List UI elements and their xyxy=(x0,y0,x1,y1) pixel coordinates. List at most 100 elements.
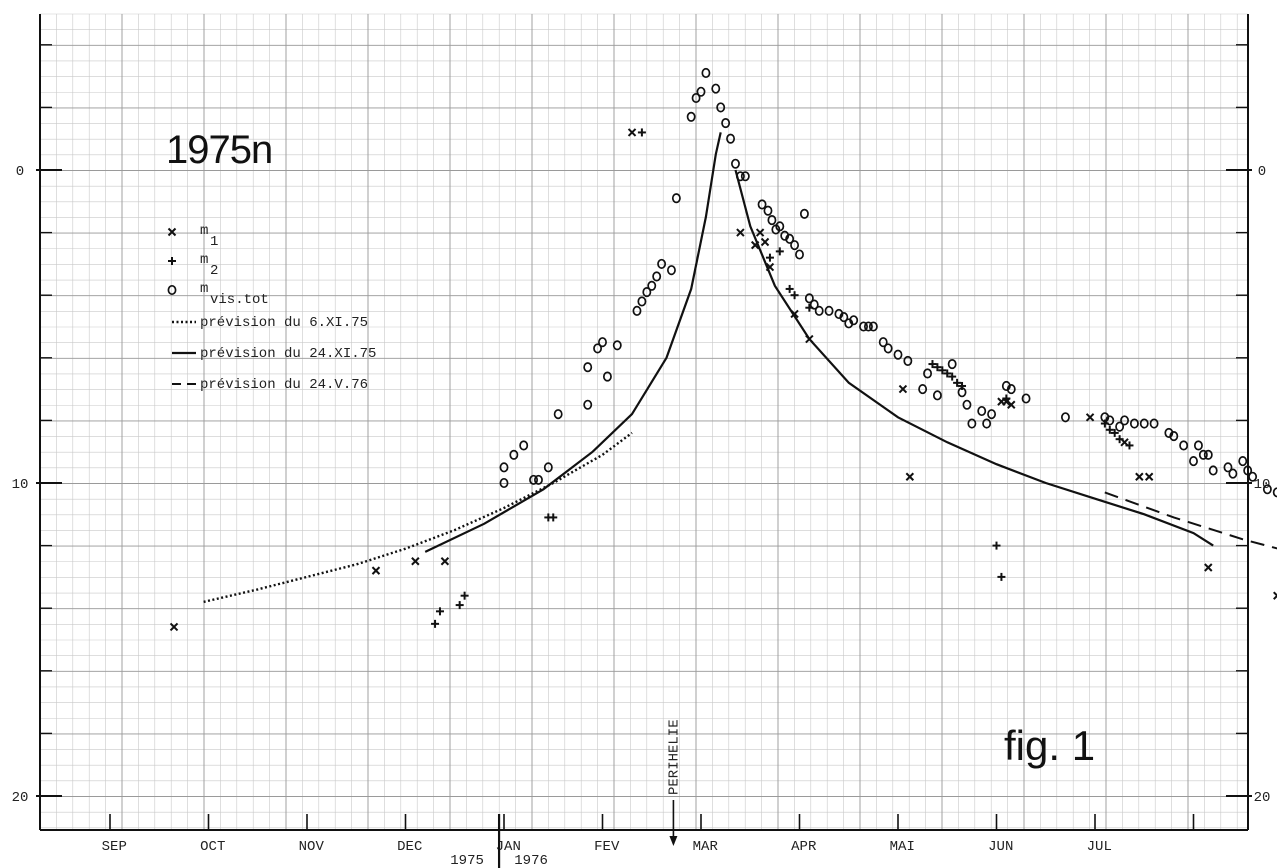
legend-label: m xyxy=(200,252,208,268)
point-cross xyxy=(371,566,381,575)
point-cross xyxy=(1007,400,1016,409)
x-month-label: DEC xyxy=(397,839,422,855)
legend-line-label: prévision du 24.XI.75 xyxy=(200,346,376,362)
figure-label: fig. 1 xyxy=(1004,722,1096,769)
point-cross xyxy=(805,334,814,344)
x-month-label: JUN xyxy=(988,839,1013,855)
point-plus xyxy=(549,513,558,522)
year-label-1976: 1976 xyxy=(514,853,548,868)
point-circle xyxy=(957,387,967,398)
point-circle xyxy=(790,240,800,251)
prediction-curve-dotted xyxy=(203,431,633,604)
x-month-label: SEP xyxy=(102,839,127,855)
point-circle xyxy=(824,305,834,316)
legend-marker-plus xyxy=(168,257,176,265)
point-circle xyxy=(1238,456,1248,467)
legend-label-sub: vis.tot xyxy=(210,292,269,308)
point-circle xyxy=(657,258,667,269)
point-circle xyxy=(691,92,701,104)
point-cross xyxy=(750,240,760,250)
legend-line-label: prévision du 6.XI.75 xyxy=(200,315,368,331)
y-ticks: 0 0 10 10 20 20 xyxy=(12,44,1271,806)
point-circle xyxy=(701,67,711,79)
point-circle xyxy=(1243,465,1253,476)
chart-grid xyxy=(39,13,1248,830)
point-circle xyxy=(1169,430,1179,442)
point-circle xyxy=(583,399,593,410)
point-cross xyxy=(898,384,908,394)
point-plus xyxy=(938,366,947,375)
chart-axes xyxy=(39,14,1249,831)
x-month-label: JUL xyxy=(1087,839,1112,855)
point-circle xyxy=(799,208,809,219)
point-circle xyxy=(711,83,721,94)
point-circle xyxy=(642,287,652,298)
point-circle xyxy=(923,368,933,379)
point-circle xyxy=(849,315,859,326)
point-circle xyxy=(1115,421,1125,432)
point-circle xyxy=(883,343,893,354)
x-month-label: JAN xyxy=(496,839,521,855)
x-month-label: MAR xyxy=(693,839,719,855)
y-tick-label: 20 xyxy=(1254,790,1271,806)
y-tick-label: 10 xyxy=(1254,477,1271,493)
point-cross xyxy=(169,622,179,632)
x-month-label: FEV xyxy=(594,839,620,855)
legend-marker-cross xyxy=(167,227,177,237)
legend-label-sub: 1 xyxy=(210,234,218,250)
point-plus xyxy=(997,572,1006,581)
point-circle xyxy=(1006,384,1016,395)
point-plus xyxy=(765,253,774,262)
point-cross xyxy=(736,228,745,237)
point-circle xyxy=(647,280,657,291)
point-circle xyxy=(671,193,681,204)
point-circle xyxy=(967,418,977,429)
point-circle xyxy=(1189,456,1198,467)
point-circle xyxy=(903,355,913,366)
point-circle xyxy=(1021,393,1031,404)
point-cross xyxy=(790,309,799,319)
x-month-label: NOV xyxy=(299,839,325,855)
point-circle xyxy=(947,359,957,370)
perihelion-marker: PERIHELIE xyxy=(666,719,682,846)
y-tick-label: 0 xyxy=(1258,164,1266,180)
x-ticks: SEP OCT NOV DEC JAN FEV MAR APR MAI JUN JUL 1975 197… xyxy=(102,814,1195,868)
prediction-curves xyxy=(203,132,1277,604)
point-circle xyxy=(864,321,873,332)
point-circle xyxy=(918,384,928,395)
point-circle xyxy=(987,409,997,420)
legend-label-sub: 2 xyxy=(210,263,218,279)
point-circle xyxy=(686,111,696,122)
point-circle xyxy=(637,296,647,307)
point-circle xyxy=(962,399,972,410)
point-circle xyxy=(553,409,563,420)
point-circle xyxy=(598,337,607,348)
point-plus xyxy=(948,372,957,381)
point-cross xyxy=(1135,472,1144,481)
point-circle xyxy=(716,102,726,113)
y-tick-label: 0 xyxy=(16,164,24,180)
point-circle xyxy=(509,449,519,460)
point-circle xyxy=(602,371,612,382)
prediction-curve-solid xyxy=(734,169,1214,547)
point-cross xyxy=(1085,413,1095,422)
point-circle xyxy=(499,477,509,489)
year-label-1975: 1975 xyxy=(450,853,484,868)
point-circle xyxy=(977,405,987,417)
point-cross xyxy=(765,262,775,272)
point-plus xyxy=(775,247,784,256)
point-circle xyxy=(1228,468,1238,479)
data-points xyxy=(169,67,1277,632)
point-circle xyxy=(735,171,745,182)
legend-marker-circle xyxy=(167,284,177,296)
point-circle xyxy=(1203,449,1213,460)
point-circle xyxy=(839,312,849,323)
point-circle xyxy=(814,305,824,316)
point-circle xyxy=(1129,418,1139,429)
x-month-label: OCT xyxy=(200,839,225,855)
point-circle xyxy=(1139,418,1149,429)
point-circle xyxy=(757,199,767,210)
point-cross xyxy=(627,128,637,137)
